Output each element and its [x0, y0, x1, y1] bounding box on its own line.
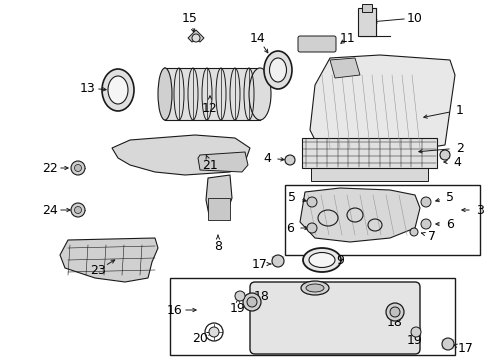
Text: 16: 16: [167, 303, 183, 316]
Polygon shape: [198, 152, 247, 172]
Circle shape: [420, 197, 430, 207]
Bar: [170, 278, 454, 355]
Circle shape: [439, 150, 449, 160]
FancyBboxPatch shape: [310, 167, 427, 181]
Circle shape: [208, 327, 219, 337]
Text: 23: 23: [90, 264, 106, 276]
Text: 14: 14: [250, 32, 265, 45]
Bar: [357, 8, 375, 36]
Text: 13: 13: [80, 81, 96, 95]
Polygon shape: [60, 238, 158, 282]
Text: 20: 20: [192, 332, 207, 345]
Circle shape: [192, 34, 200, 42]
Ellipse shape: [305, 284, 324, 292]
Text: 4: 4: [263, 152, 270, 165]
Text: 12: 12: [202, 102, 218, 114]
Text: 5: 5: [287, 190, 295, 203]
Text: 7: 7: [427, 230, 435, 243]
FancyBboxPatch shape: [297, 36, 335, 52]
Text: 17: 17: [251, 257, 267, 270]
Polygon shape: [299, 188, 419, 242]
Circle shape: [306, 223, 316, 233]
Ellipse shape: [264, 51, 291, 89]
Ellipse shape: [303, 248, 340, 272]
Circle shape: [71, 203, 85, 217]
Circle shape: [420, 219, 430, 229]
Ellipse shape: [158, 68, 172, 120]
Bar: [200, 140, 218, 155]
Circle shape: [441, 338, 453, 350]
Text: 9: 9: [335, 253, 343, 266]
Text: 6: 6: [445, 217, 453, 230]
Text: 3: 3: [475, 203, 483, 216]
Ellipse shape: [108, 76, 128, 104]
Text: 17: 17: [457, 342, 473, 355]
Ellipse shape: [301, 281, 328, 295]
Circle shape: [409, 228, 417, 236]
Text: 24: 24: [42, 203, 58, 216]
Text: 18: 18: [254, 289, 269, 302]
Circle shape: [306, 197, 316, 207]
Circle shape: [385, 303, 403, 321]
Polygon shape: [329, 58, 359, 78]
Circle shape: [389, 307, 399, 317]
Text: 2: 2: [455, 141, 463, 154]
Circle shape: [235, 291, 244, 301]
Text: 22: 22: [42, 162, 58, 175]
Text: 10: 10: [406, 12, 422, 24]
Bar: [140, 143, 158, 157]
Bar: [207, 198, 229, 220]
Bar: [302, 138, 436, 168]
Text: 4: 4: [452, 156, 460, 168]
Circle shape: [246, 297, 257, 307]
Text: 1: 1: [455, 104, 463, 117]
Circle shape: [71, 161, 85, 175]
Bar: [180, 140, 198, 154]
Text: 19: 19: [230, 302, 245, 315]
Text: 8: 8: [214, 239, 222, 252]
Polygon shape: [164, 68, 260, 120]
Text: 18: 18: [386, 315, 402, 328]
Bar: [361, 4, 371, 12]
Polygon shape: [112, 135, 249, 175]
Circle shape: [74, 207, 81, 213]
Polygon shape: [187, 30, 203, 42]
Circle shape: [271, 255, 284, 267]
Text: 19: 19: [407, 333, 422, 346]
Circle shape: [243, 293, 261, 311]
Text: 5: 5: [445, 190, 453, 203]
Polygon shape: [205, 175, 231, 220]
Text: 6: 6: [285, 221, 293, 234]
Bar: [285, 185, 479, 255]
Ellipse shape: [308, 252, 334, 267]
Bar: [160, 141, 178, 155]
Ellipse shape: [102, 69, 134, 111]
Text: 15: 15: [182, 12, 198, 24]
FancyBboxPatch shape: [249, 282, 419, 354]
Ellipse shape: [269, 58, 286, 82]
Polygon shape: [309, 55, 454, 155]
Ellipse shape: [248, 68, 270, 120]
Circle shape: [410, 327, 420, 337]
Text: 11: 11: [340, 32, 355, 45]
Circle shape: [285, 155, 294, 165]
Circle shape: [74, 165, 81, 171]
Text: 21: 21: [202, 158, 218, 171]
